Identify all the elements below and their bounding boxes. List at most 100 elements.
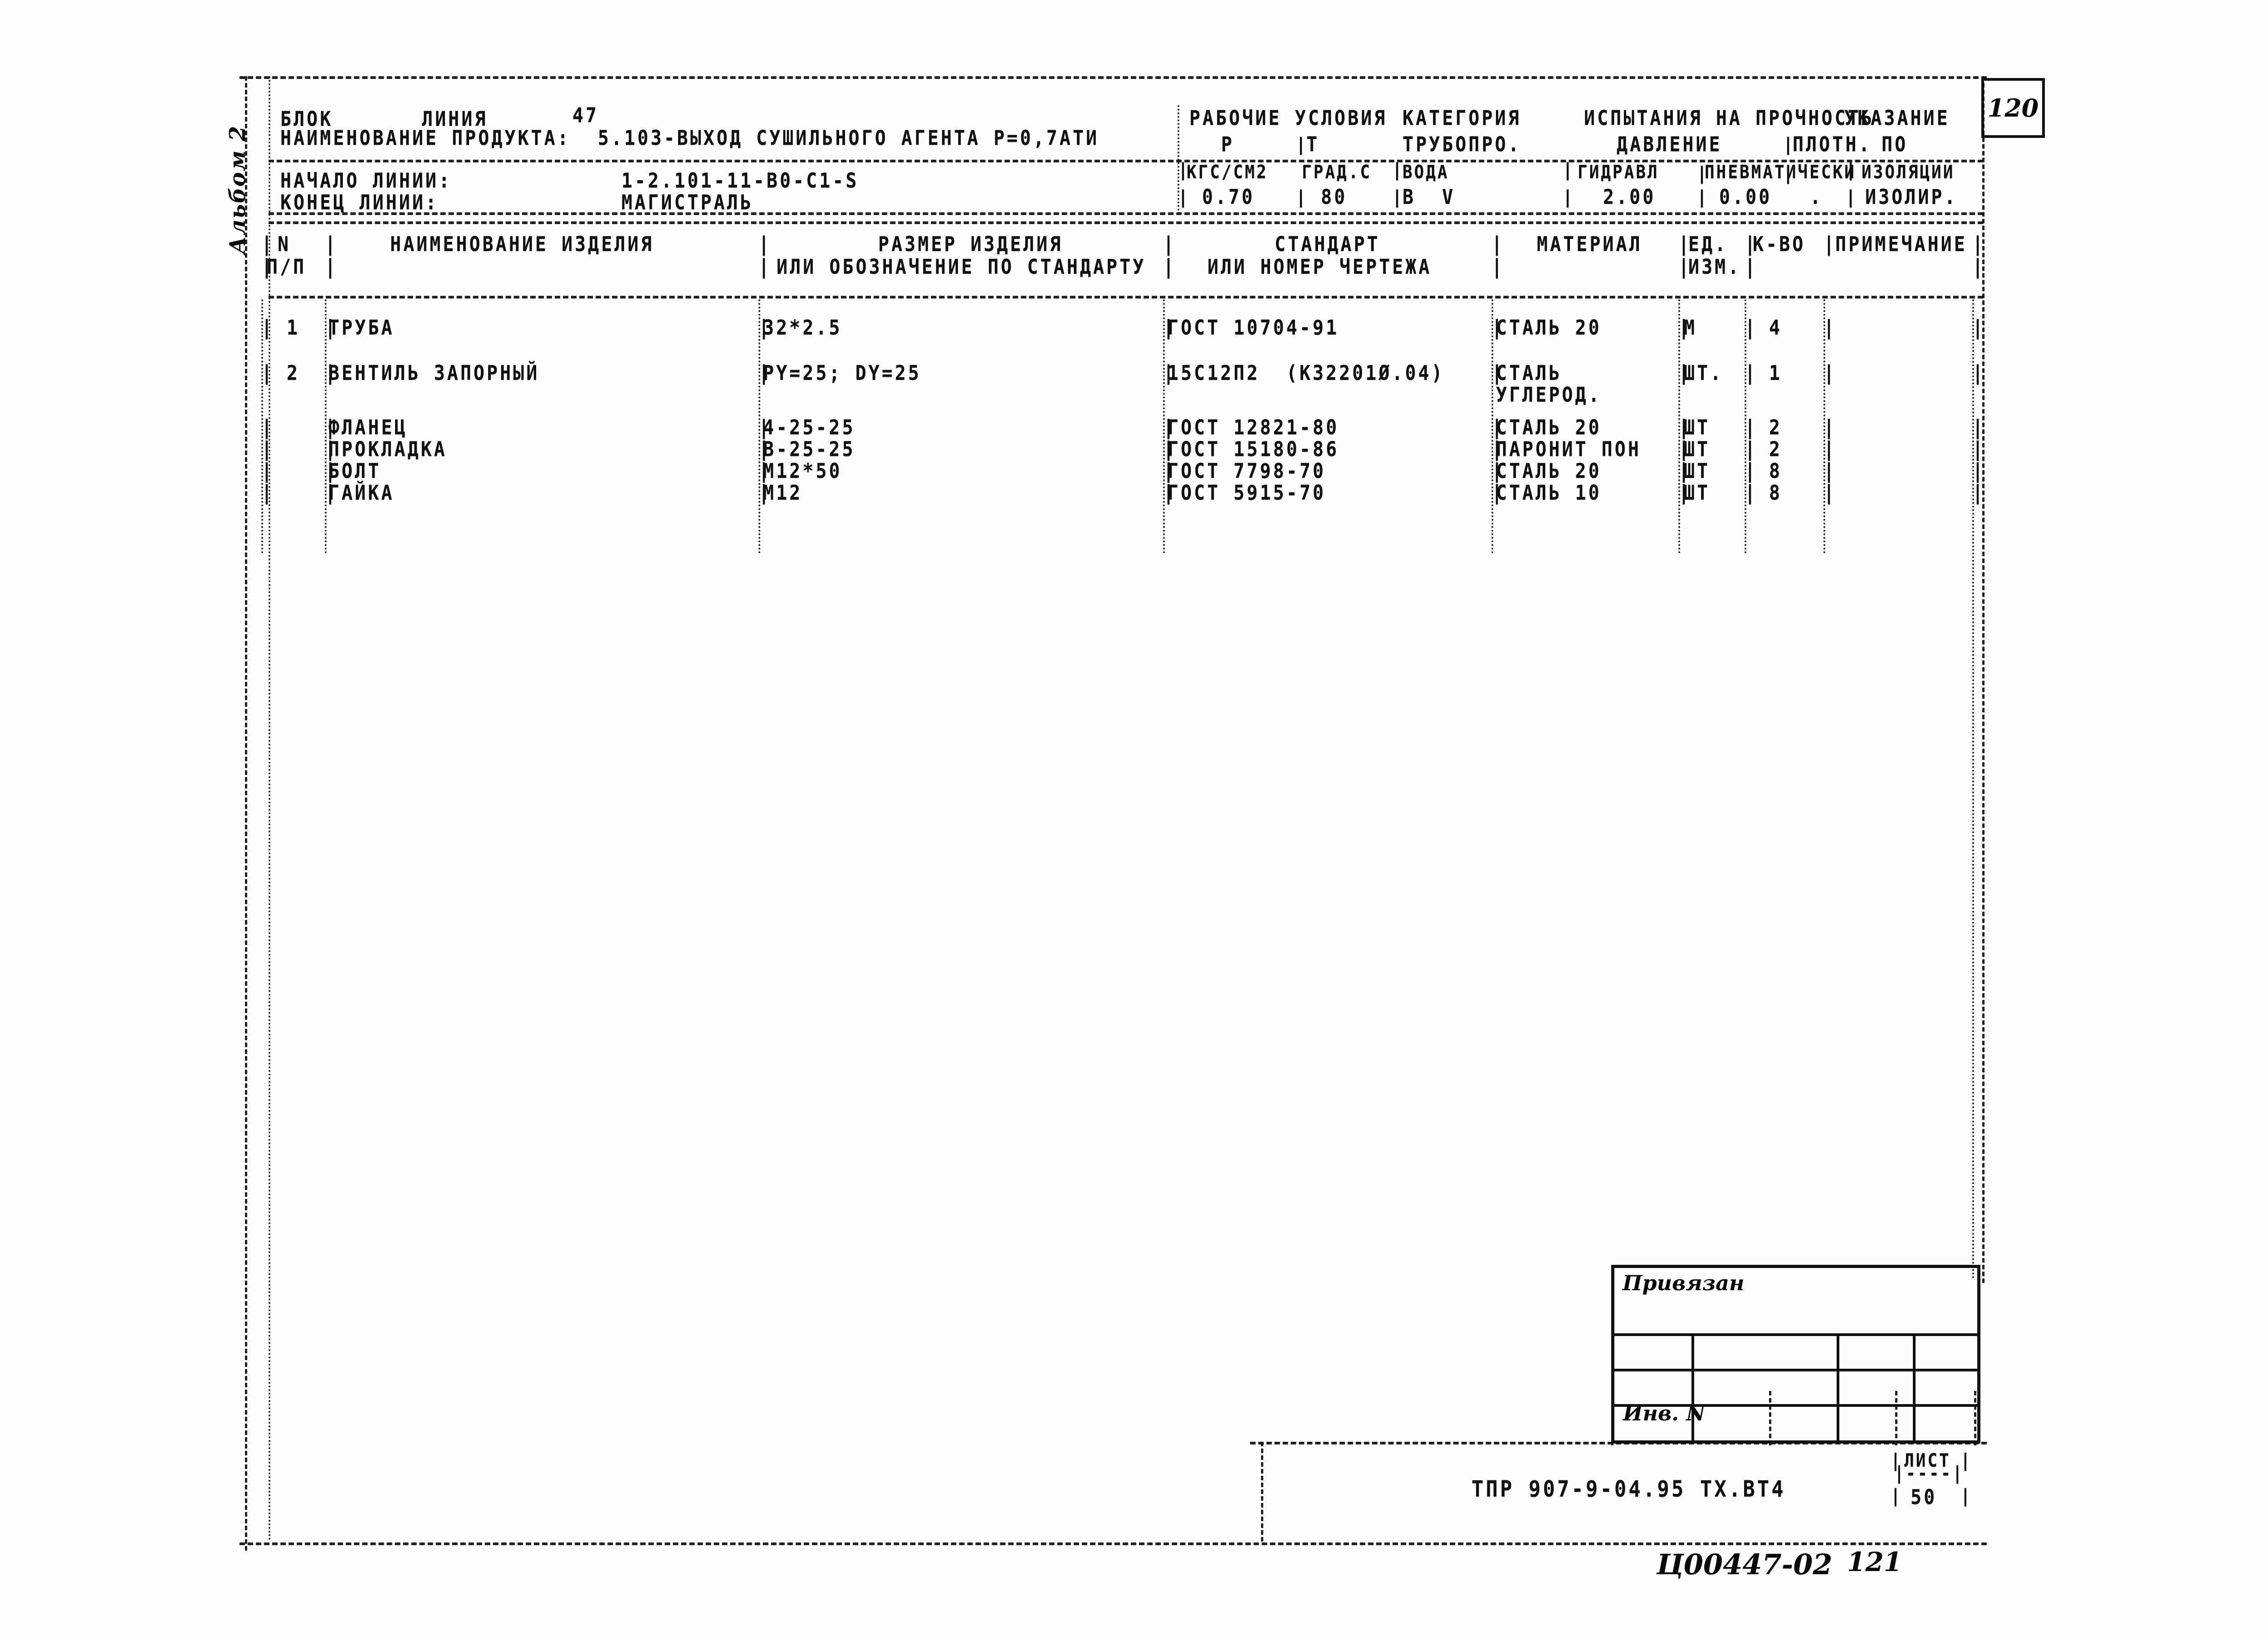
line-number: 47 (572, 103, 599, 127)
col-unit-line2: ИЗМ. (1688, 255, 1741, 279)
page-number-value: 120 (1987, 93, 2039, 122)
outer-border-left (245, 76, 247, 1551)
row-qty: 2 (1769, 416, 1783, 440)
row-pipe-right: | (1972, 459, 1986, 483)
table-pipe-n: | (1745, 255, 1758, 279)
pressure-value: 0.70 (1202, 185, 1255, 209)
density-value: . (1810, 185, 1823, 209)
row-pipe-right: | (1972, 416, 1986, 440)
block-label: БЛОК (280, 107, 333, 131)
stamp-cell-2-2 (1694, 1371, 1839, 1404)
col-name: НАИМЕНОВАНИЕ ИЗДЕЛИЯ (390, 232, 654, 256)
table-pipe-h: | (1163, 255, 1177, 279)
header-rule-3 (269, 221, 1983, 224)
col-standard-line1: СТАНДАРТ (1275, 232, 1380, 256)
row-pipe-4: | (1491, 316, 1505, 340)
insulation-units: ИЗОЛЯЦИИ (1862, 162, 1955, 183)
row-qty: 8 (1769, 481, 1783, 505)
row-pipe-left: | (261, 416, 275, 440)
outer-border-top (240, 76, 1987, 79)
row-pipe-5: | (1678, 416, 1692, 440)
col-note: ПРИМЕЧАНИЕ (1835, 232, 1967, 256)
row-pipe-7: | (1823, 437, 1837, 461)
header-rule-4 (269, 296, 1983, 299)
header-pipe-13: | (1696, 187, 1708, 208)
row-size: В-25-25 (763, 437, 855, 461)
row-pipe-4: | (1491, 416, 1505, 440)
col-size-line1: РАЗМЕР ИЗДЕЛИЯ (878, 232, 1063, 256)
header-pipe-1: | (1178, 160, 1189, 181)
stamp-cell-3-3 (1839, 1407, 1916, 1442)
category-group-title: КАТЕГОРИЯ (1403, 106, 1521, 130)
row-name: ПРОКЛАДКА (328, 437, 447, 461)
header-pipe-8: | (1845, 187, 1857, 208)
row-size: 32*2.5 (763, 316, 842, 340)
stamp-cell-1-3 (1839, 1336, 1916, 1369)
row-pipe-2: | (758, 437, 772, 461)
row-pipe-3: | (1163, 416, 1177, 440)
row-material: СТАЛЬ 20 (1496, 459, 1602, 483)
row-pipe-3: | (1163, 437, 1177, 461)
inv-box-mid (1769, 1391, 1771, 1445)
col-num-line1: N (278, 232, 291, 256)
inv-box-left (1611, 1391, 1613, 1445)
row-pipe-4: | (1491, 437, 1505, 461)
row-material: СТАЛЬ 20 (1496, 316, 1602, 340)
stamp-cell-3-2 (1694, 1407, 1839, 1442)
table-pipe-a: | (261, 232, 275, 256)
row-name: ТРУБА (328, 316, 395, 340)
insulation-value: ИЗОЛИР. (1865, 185, 1958, 209)
table-pipe-j: | (1491, 255, 1505, 279)
conditions-group-title: РАБОЧИЕ УСЛОВИЯ (1189, 106, 1388, 130)
line-start-value: 1-2.101-11-В0-С1-S (621, 169, 859, 193)
row-pipe-7: | (1823, 361, 1837, 385)
row-pipe-2: | (758, 481, 772, 505)
body-vrule-standard (1163, 299, 1165, 553)
row-pipe-6: | (1745, 416, 1758, 440)
row-pipe-6: | (1745, 437, 1758, 461)
header-pipe-3: | (1392, 160, 1403, 181)
row-pipe-left: | (261, 437, 275, 461)
row-number: 2 (287, 361, 300, 385)
header-pipe-14: | (1696, 163, 1708, 184)
sheet-divider: |----| (1894, 1463, 1965, 1484)
row-material-line2: УГЛЕРОД. (1496, 383, 1602, 407)
row-pipe-4: | (1491, 481, 1505, 505)
row-pipe-1: | (325, 361, 338, 385)
body-vrule-right-edge (1972, 299, 1974, 1279)
header-pipe-7: | (1845, 160, 1857, 181)
outer-border-right (1982, 76, 1984, 1283)
row-pipe-5: | (1678, 481, 1692, 505)
category-units: ВОДА (1403, 162, 1449, 183)
header-pipe-6: | (1562, 187, 1574, 208)
inv-box-right (1974, 1391, 1976, 1445)
row-standard: ГОСТ 12821-80 (1168, 416, 1339, 440)
inv-number-label: Инв. N (1623, 1401, 1706, 1425)
row-pipe-2: | (758, 316, 772, 340)
header-pipe-5: | (1562, 160, 1574, 181)
row-material: СТАЛЬ (1496, 361, 1562, 385)
row-pipe-7: | (1823, 459, 1837, 483)
line-start-label: НАЧАЛО ЛИНИИ: (280, 169, 452, 193)
row-pipe-2: | (758, 416, 772, 440)
line-end-label: КОНЕЦ ЛИНИИ: (280, 191, 439, 215)
row-standard: ГОСТ 15180-86 (1168, 437, 1339, 461)
row-pipe-1: | (325, 316, 338, 340)
row-pipe-4: | (1491, 459, 1505, 483)
temperature-units: ГРАД.С (1302, 162, 1372, 183)
row-unit: ШТ (1684, 437, 1711, 461)
header-pipe-11: | (1783, 134, 1794, 155)
document-title-code: ТПР 907-9-04.95 ТХ.ВТ4 (1471, 1476, 1786, 1502)
row-unit: ШТ (1684, 481, 1711, 505)
row-pipe-7: | (1823, 316, 1837, 340)
row-pipe-3: | (1163, 459, 1177, 483)
row-pipe-3: | (1163, 316, 1177, 340)
product-value: 5.103-ВЫХОД СУШИЛЬНОГО АГЕНТА Р=0,7АТИ (598, 126, 1100, 150)
page-number-box: 120 (1981, 78, 2045, 138)
row-pipe-7: | (1823, 481, 1837, 505)
header-pipe-4: | (1392, 187, 1403, 208)
bottom-strip-left-rule (1261, 1442, 1263, 1542)
header-pipe-9: | (1295, 134, 1307, 155)
header-pipe-2: | (1178, 187, 1189, 208)
row-pipe-6: | (1745, 459, 1758, 483)
